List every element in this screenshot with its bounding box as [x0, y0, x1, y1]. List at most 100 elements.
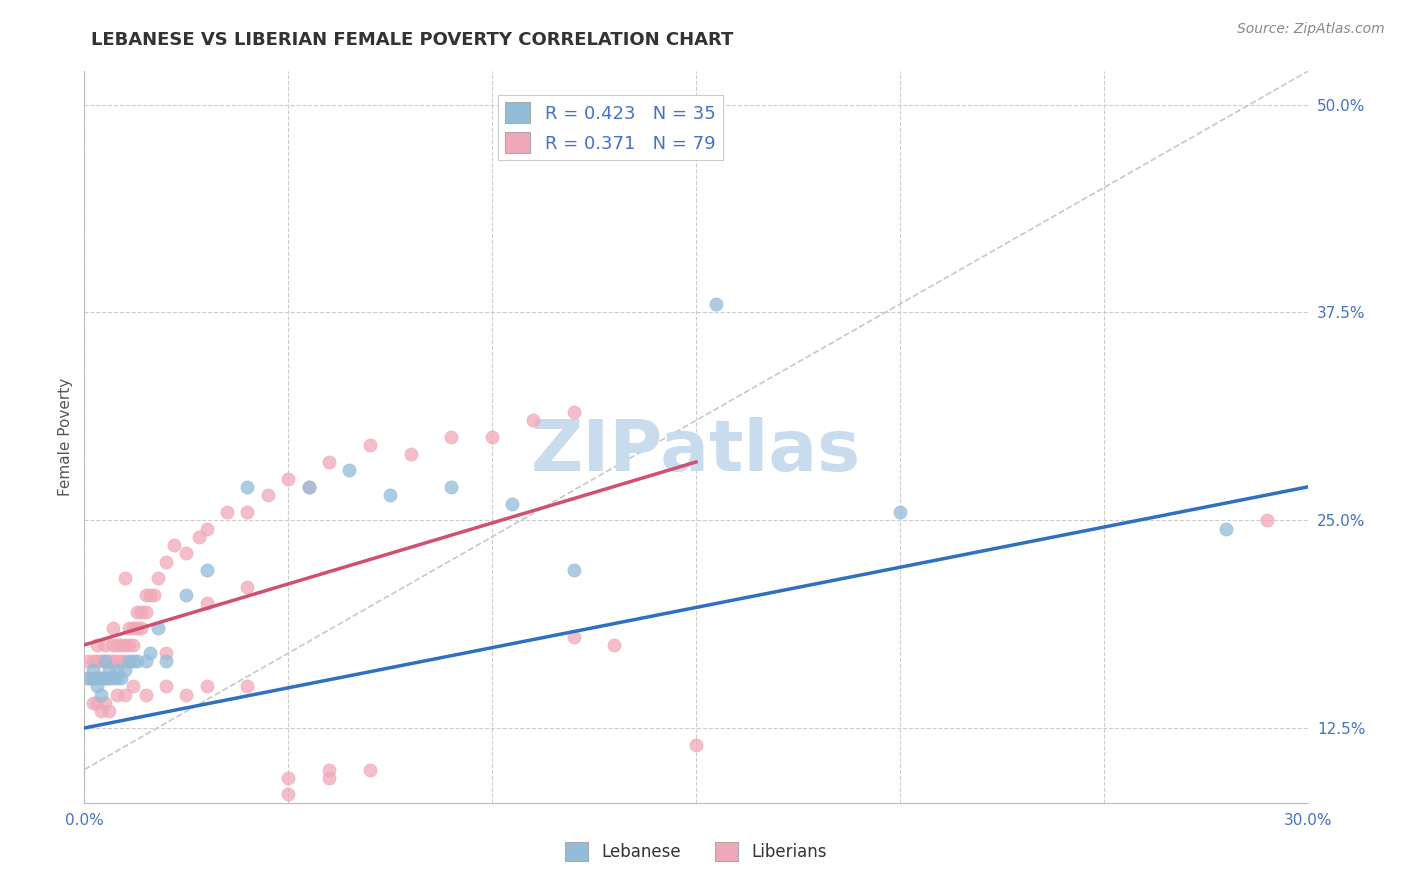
Point	[131, 621, 153, 635]
Point	[277, 472, 299, 486]
Point	[105, 671, 128, 685]
Point	[135, 588, 157, 602]
Point	[399, 447, 422, 461]
Point	[135, 655, 157, 669]
Point	[562, 405, 585, 419]
Point	[93, 671, 115, 685]
Point	[97, 663, 120, 677]
Point	[522, 413, 544, 427]
Point	[1256, 513, 1278, 527]
Point	[114, 688, 136, 702]
Point	[603, 638, 626, 652]
Point	[138, 646, 160, 660]
Point	[93, 655, 115, 669]
Point	[90, 671, 112, 685]
Point	[277, 788, 299, 802]
Point	[155, 655, 177, 669]
Point	[82, 663, 104, 677]
Point	[1215, 521, 1237, 535]
Text: Source: ZipAtlas.com: Source: ZipAtlas.com	[1237, 22, 1385, 37]
Point	[86, 655, 108, 669]
Point	[138, 588, 160, 602]
Point	[146, 571, 169, 585]
Point	[685, 738, 707, 752]
Point	[122, 621, 145, 635]
Point	[155, 555, 177, 569]
Point	[195, 596, 218, 610]
Point	[380, 488, 402, 502]
Point	[101, 621, 124, 635]
Point	[82, 671, 104, 685]
Point	[318, 771, 340, 785]
Point	[90, 688, 112, 702]
Point	[93, 696, 115, 710]
Point	[502, 497, 524, 511]
Point	[86, 680, 108, 694]
Legend: Lebanese, Liberians: Lebanese, Liberians	[558, 835, 834, 868]
Point	[114, 638, 136, 652]
Text: LEBANESE VS LIBERIAN FEMALE POVERTY CORRELATION CHART: LEBANESE VS LIBERIAN FEMALE POVERTY CORR…	[91, 31, 734, 49]
Point	[114, 663, 136, 677]
Point	[236, 580, 259, 594]
Point	[127, 621, 149, 635]
Point	[118, 655, 141, 669]
Point	[440, 480, 463, 494]
Point	[135, 605, 157, 619]
Point	[122, 638, 145, 652]
Point	[114, 571, 136, 585]
Point	[97, 671, 120, 685]
Point	[174, 546, 197, 560]
Point	[195, 563, 218, 577]
Point	[155, 680, 177, 694]
Point	[706, 297, 728, 311]
Point	[481, 430, 503, 444]
Point	[77, 671, 100, 685]
Point	[110, 655, 132, 669]
Point	[217, 505, 239, 519]
Point	[298, 480, 321, 494]
Point	[122, 680, 145, 694]
Point	[236, 505, 259, 519]
Point	[105, 655, 128, 669]
Point	[77, 655, 100, 669]
Point	[277, 771, 299, 785]
Point	[86, 638, 108, 652]
Point	[114, 655, 136, 669]
Point	[236, 680, 259, 694]
Text: ZIPatlas: ZIPatlas	[531, 417, 860, 486]
Point	[105, 663, 128, 677]
Point	[187, 530, 209, 544]
Point	[155, 646, 177, 660]
Point	[90, 655, 112, 669]
Point	[90, 671, 112, 685]
Point	[127, 655, 149, 669]
Point	[82, 696, 104, 710]
Point	[110, 638, 132, 652]
Point	[127, 605, 149, 619]
Point	[236, 480, 259, 494]
Point	[440, 430, 463, 444]
Point	[135, 688, 157, 702]
Point	[93, 638, 115, 652]
Point	[86, 671, 108, 685]
Point	[86, 696, 108, 710]
Point	[562, 630, 585, 644]
Point	[105, 638, 128, 652]
Point	[93, 655, 115, 669]
Point	[174, 588, 197, 602]
Point	[146, 621, 169, 635]
Point	[174, 688, 197, 702]
Point	[359, 438, 381, 452]
Point	[257, 488, 280, 502]
Y-axis label: Female Poverty: Female Poverty	[58, 378, 73, 496]
Point	[163, 538, 186, 552]
Point	[97, 655, 120, 669]
Point	[142, 588, 165, 602]
Point	[110, 671, 132, 685]
Point	[93, 671, 115, 685]
Point	[82, 671, 104, 685]
Point	[101, 671, 124, 685]
Point	[195, 521, 218, 535]
Point	[122, 655, 145, 669]
Point	[131, 605, 153, 619]
